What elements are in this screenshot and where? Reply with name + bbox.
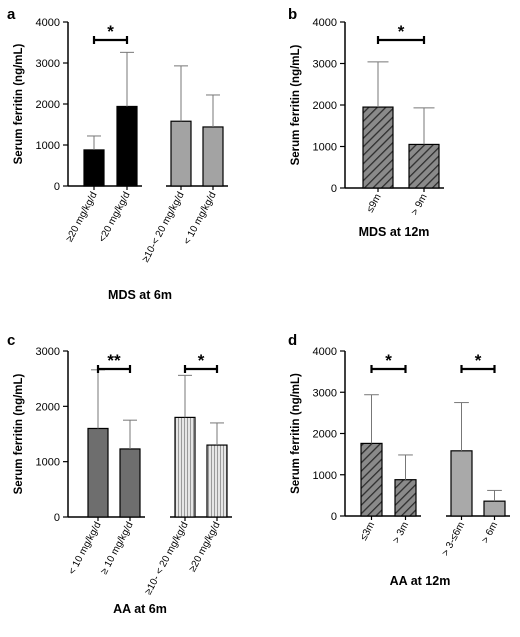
- y-tick-label: 1000: [36, 140, 60, 152]
- y-axis-title: Serum ferritin (ng/mL): [13, 43, 25, 164]
- bar: [408, 143, 440, 189]
- significance-label: *: [385, 351, 392, 370]
- bar: [174, 416, 196, 518]
- bar: [483, 500, 506, 517]
- x-category-label: ≤3m: [358, 520, 377, 542]
- bar: [362, 106, 394, 189]
- x-category-label: <20 mg/kg/d: [97, 190, 133, 244]
- panel-caption: AA at 6m: [113, 602, 167, 616]
- bar: [170, 120, 192, 187]
- bar: [83, 149, 105, 187]
- panel-caption: MDS at 12m: [359, 225, 430, 239]
- y-tick-label: 2000: [313, 100, 337, 112]
- bar: [116, 105, 138, 187]
- x-category-label: > 3m: [391, 520, 411, 545]
- bar: [450, 450, 473, 517]
- panel-letter: b: [288, 6, 297, 23]
- bar: [206, 444, 228, 518]
- panel-letter: a: [7, 6, 16, 23]
- panel-b: b Serum ferritin (ng/mL) 0 1000 2000 3000 4000…: [288, 6, 444, 239]
- y-tick-label: 1000: [313, 470, 337, 482]
- bar: [87, 427, 109, 518]
- panel-d: d Serum ferritin (ng/mL) 0 1000 2000 3000 4000…: [288, 332, 510, 588]
- x-category-label: > 9m: [409, 192, 429, 217]
- y-tick-label: 2000: [36, 99, 60, 111]
- x-category-label: ≥20 mg/kg/d: [187, 520, 223, 574]
- y-axis-title: Serum ferritin (ng/mL): [290, 44, 302, 165]
- significance-label: *: [107, 22, 114, 41]
- y-tick-label: 0: [331, 183, 337, 195]
- panel-a: a Serum ferritin (ng/mL) 0 1000 2000 3000 4000…: [7, 6, 228, 302]
- x-category-label: ≥ 10 mg/kg/d: [99, 520, 136, 576]
- x-category-label: > 3-≤6m: [440, 520, 467, 558]
- bar: [119, 448, 141, 518]
- y-tick-label: 0: [331, 511, 337, 523]
- y-tick-label: 4000: [313, 346, 337, 358]
- y-axis-title: Serum ferritin (ng/mL): [13, 373, 25, 494]
- y-axis-title: Serum ferritin (ng/mL): [290, 373, 302, 494]
- y-tick-label: 2000: [313, 429, 337, 441]
- y-tick-label: 4000: [36, 17, 60, 29]
- y-tick-label: 1000: [36, 457, 60, 469]
- y-tick-label: 2000: [36, 401, 60, 413]
- panel-letter: c: [7, 332, 15, 349]
- panel-caption: MDS at 6m: [108, 288, 172, 302]
- significance-label: *: [198, 351, 205, 370]
- panel-c: c Serum ferritin (ng/mL) 0 1000 2000 3000 < 10…: [7, 332, 232, 616]
- x-category-label: ≥10-< 20 mg/kg/d: [140, 190, 186, 264]
- x-category-label: < 10 mg/kg/d: [182, 190, 219, 246]
- x-category-label: ≤9m: [365, 192, 384, 214]
- x-category-label: > 6m: [480, 520, 500, 545]
- y-tick-label: 3000: [313, 387, 337, 399]
- y-tick-label: 4000: [313, 17, 337, 29]
- y-tick-label: 3000: [36, 346, 60, 358]
- panel-caption: AA at 12m: [390, 574, 451, 588]
- x-category-label: ≥10- < 20 mg/kg/d: [143, 520, 191, 597]
- y-tick-label: 0: [54, 512, 60, 524]
- y-tick-label: 1000: [313, 142, 337, 154]
- panel-letter: d: [288, 332, 297, 349]
- significance-label: *: [475, 351, 482, 370]
- bar: [202, 126, 224, 187]
- y-tick-label: 0: [54, 181, 60, 193]
- y-tick-label: 3000: [313, 59, 337, 71]
- bar: [394, 479, 417, 517]
- x-category-label: ≥20 mg/kg/d: [64, 190, 100, 244]
- x-category-label: < 10 mg/kg/d: [67, 520, 104, 576]
- bar: [360, 442, 383, 517]
- y-tick-label: 3000: [36, 58, 60, 70]
- significance-label: *: [398, 22, 405, 41]
- significance-label: **: [107, 351, 121, 370]
